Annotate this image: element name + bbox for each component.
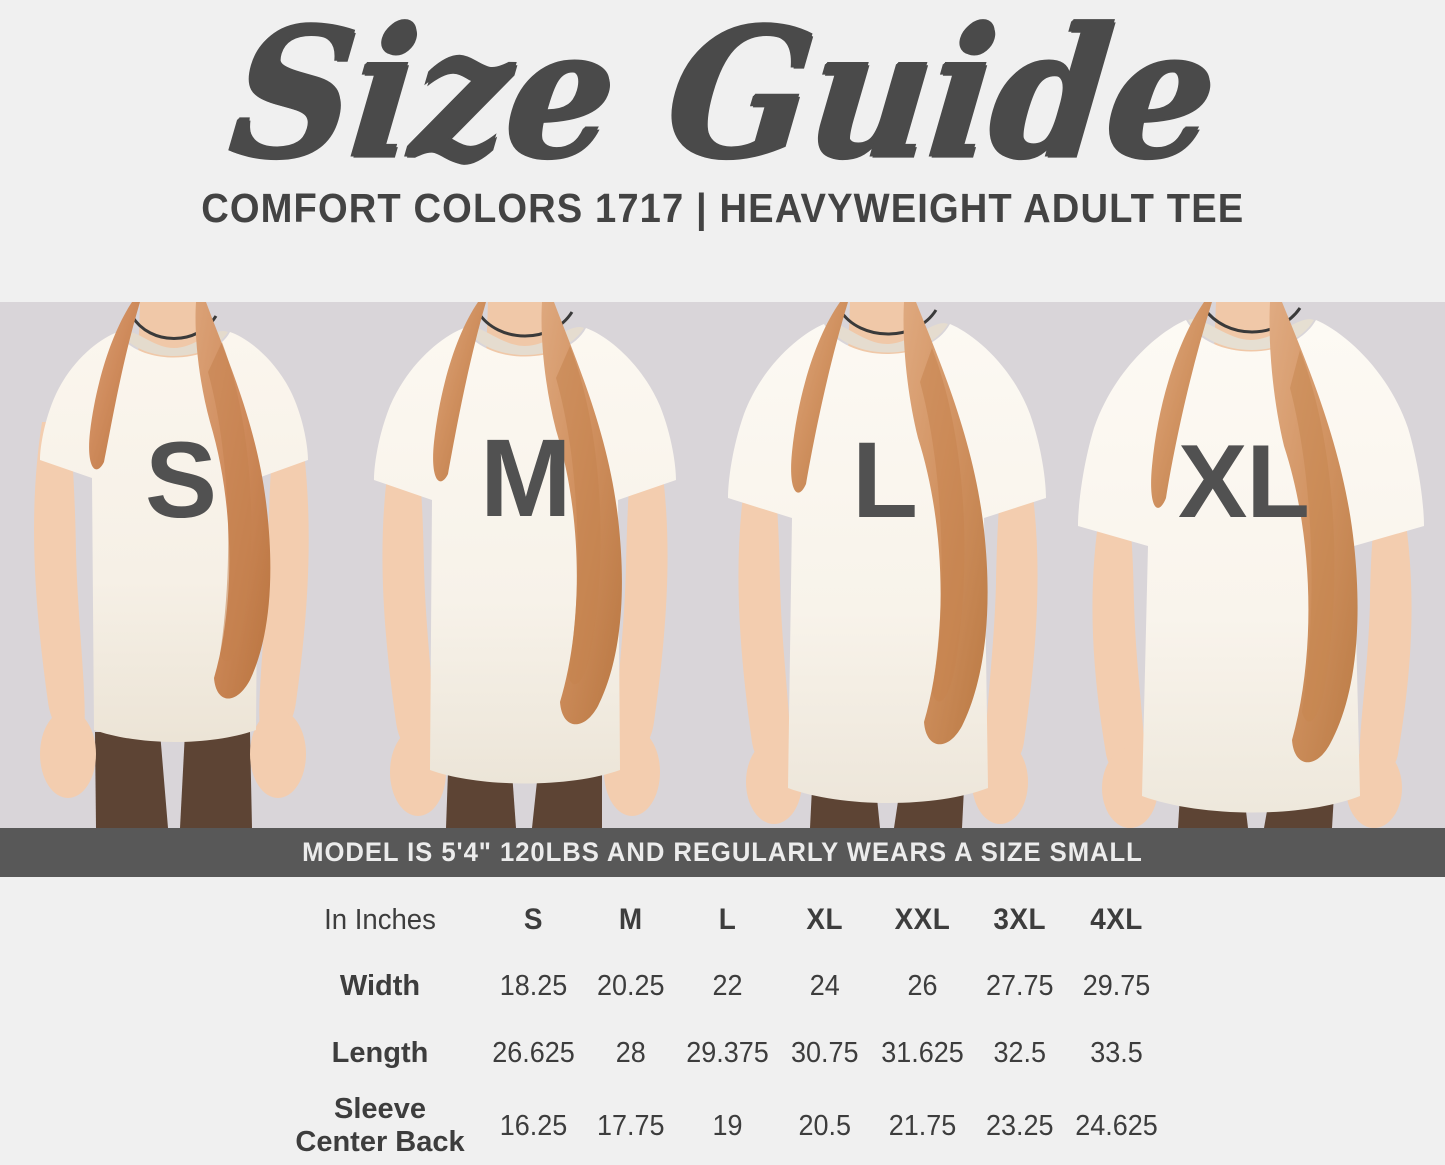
model-illustration-medium [340, 302, 715, 828]
table-row-length: Length 26.625 28 29.375 30.75 31.625 32.… [280, 1020, 1170, 1087]
table-row-sleeve: Sleeve Center Back 16.25 17.75 19 20.5 2… [280, 1087, 1170, 1165]
header-subtitle: COMFORT COLORS 1717 | HEAVYWEIGHT ADULT … [200, 185, 1245, 232]
header: Size Guide COMFORT COLORS 1717 | HEAVYWE… [0, 0, 1445, 302]
table-header-row: In Inches S M L XL XXL 3XL 4XL [280, 887, 1170, 953]
page-title: Size Guide [221, 0, 1224, 198]
size-letter-extra-large: XL [1178, 424, 1310, 540]
sleeve-l: 19 [712, 1109, 743, 1142]
column-header-xxl: XXL [894, 903, 950, 936]
row-label-width: Width [339, 970, 421, 1003]
sleeve-xl: 20.5 [798, 1109, 852, 1142]
column-header-l: L [719, 903, 737, 936]
size-letter-small: S [145, 419, 217, 540]
length-4xl: 33.5 [1090, 1037, 1143, 1069]
model-illustration-small [0, 302, 370, 828]
sleeve-3xl: 23.25 [985, 1109, 1054, 1142]
width-xl: 24 [809, 970, 840, 1002]
width-l: 22 [712, 970, 743, 1002]
unit-label: In Inches [324, 903, 436, 936]
model-illustration-large [700, 302, 1075, 828]
model-info-text: MODEL IS 5'4" 120LBS AND REGULARLY WEARS… [302, 837, 1143, 867]
column-header-m: M [618, 903, 643, 936]
row-label-length: Length [331, 1037, 429, 1070]
model-photo-small: S [0, 302, 370, 828]
sleeve-4xl: 24.625 [1075, 1109, 1158, 1142]
width-3xl: 27.75 [985, 970, 1054, 1002]
column-header-s: S [523, 903, 543, 936]
row-label-sleeve: Sleeve Center Back [295, 1093, 465, 1158]
model-info-banner: MODEL IS 5'4" 120LBS AND REGULARLY WEARS… [0, 828, 1445, 877]
column-header-4xl: 4XL [1090, 903, 1143, 936]
column-header-3xl: 3XL [993, 903, 1046, 936]
width-4xl: 29.75 [1082, 970, 1151, 1002]
sleeve-s: 16.25 [499, 1109, 568, 1142]
length-m: 28 [615, 1037, 646, 1069]
model-photo-medium: M [340, 302, 715, 828]
model-illustration-extra-large [1058, 302, 1445, 828]
length-xl: 30.75 [791, 1037, 859, 1069]
width-xxl: 26 [907, 970, 938, 1002]
model-photo-large: L [700, 302, 1075, 828]
measurements-table: In Inches S M L XL XXL 3XL 4XL Width 18.… [280, 887, 1170, 1165]
length-s: 26.625 [492, 1037, 575, 1069]
column-header-xl: XL [806, 903, 844, 936]
sleeve-m: 17.75 [596, 1109, 665, 1142]
size-letter-medium: M [480, 417, 572, 540]
length-3xl: 32.5 [993, 1037, 1046, 1069]
width-s: 18.25 [499, 970, 568, 1002]
table-row-width: Width 18.25 20.25 22 24 26 27.75 29.75 [280, 953, 1170, 1020]
measurements-section: In Inches S M L XL XXL 3XL 4XL Width 18.… [0, 877, 1445, 1158]
length-l: 29.375 [686, 1037, 770, 1069]
model-photo-strip: S [0, 302, 1445, 828]
size-letter-large: L [852, 419, 918, 540]
sleeve-xxl: 21.75 [888, 1109, 956, 1142]
length-xxl: 31.625 [880, 1037, 964, 1069]
width-m: 20.25 [596, 970, 665, 1002]
model-photo-extra-large: XL [1058, 302, 1445, 828]
